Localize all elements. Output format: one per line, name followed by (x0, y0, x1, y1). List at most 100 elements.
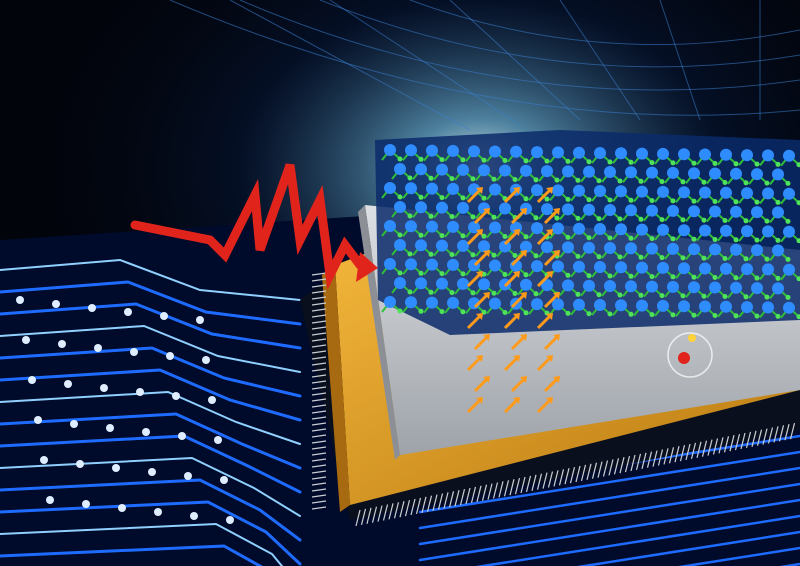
atom-icon (775, 275, 781, 281)
atom-icon (720, 224, 732, 237)
spin-arrow-icon (553, 376, 560, 383)
atom-icon (520, 240, 532, 253)
atom-icon (772, 168, 784, 181)
atom-icon (449, 252, 455, 258)
atom-icon (457, 239, 469, 252)
atom-icon (415, 201, 427, 214)
atom-icon (680, 293, 686, 299)
atom-icon (628, 235, 634, 241)
chip-pin (311, 278, 327, 282)
atom-icon (785, 180, 791, 186)
chip-pin (520, 476, 526, 494)
chip-pin (476, 485, 482, 502)
atom-icon (460, 309, 466, 315)
atom-icon (428, 175, 434, 181)
atom-icon (604, 204, 616, 216)
atom-icon (544, 158, 550, 164)
atom-icon (722, 218, 728, 223)
chip-pin (311, 350, 327, 354)
atom-icon (709, 167, 721, 180)
chip-pin (613, 458, 620, 475)
atom-icon (405, 182, 417, 195)
chip-pin (586, 463, 592, 480)
atom-icon (722, 180, 728, 185)
atom-icon (439, 157, 445, 163)
atom-icon (638, 178, 644, 184)
chip-pin (492, 482, 499, 499)
atom-icon (447, 220, 459, 233)
atom-icon (628, 273, 634, 279)
spin-arrow-icon (483, 250, 490, 257)
via (148, 468, 156, 476)
chip-pin (311, 452, 327, 456)
atom-icon (489, 297, 501, 310)
atom-icon (754, 313, 760, 319)
chip-pin (311, 416, 327, 420)
atom-icon (730, 243, 742, 256)
atom-icon (625, 280, 637, 293)
via (76, 460, 84, 468)
chip-pin (311, 308, 327, 312)
atom-icon (670, 312, 676, 318)
spin-arrow-icon (543, 293, 559, 309)
atom-icon (583, 165, 595, 178)
atom-icon (646, 204, 658, 217)
atom-icon (733, 199, 739, 205)
atom-icon (397, 232, 403, 238)
spin-arrow-icon (520, 334, 527, 341)
atom-icon (615, 147, 627, 160)
circuit-trace (0, 456, 301, 517)
via (88, 304, 96, 312)
via (220, 476, 228, 484)
atom-icon (678, 148, 690, 161)
atom-icon (447, 296, 459, 309)
atom-icon (552, 146, 564, 159)
chip-pin (536, 473, 543, 490)
atom-icon (691, 198, 697, 204)
atom-icon (667, 242, 679, 255)
spin-arrow-icon (483, 376, 490, 383)
spin-arrow-icon (513, 187, 520, 194)
atom-icon (712, 313, 718, 318)
atom-icon (531, 184, 543, 197)
atom-icon (646, 242, 658, 255)
atom-icon (533, 215, 539, 221)
atom-icon (625, 204, 637, 217)
atom-icon (688, 167, 700, 180)
chip-pin (437, 493, 444, 510)
atom-icon (701, 217, 707, 223)
atom-icon (783, 225, 795, 238)
chip-pin (382, 504, 389, 521)
atom-icon (491, 252, 497, 258)
atom-icon (754, 237, 760, 243)
atom-icon (764, 180, 770, 186)
atom-icon (712, 275, 718, 280)
via (64, 380, 72, 388)
atom-icon (447, 182, 459, 195)
chip-pin (388, 503, 394, 520)
atom-icon (607, 235, 613, 241)
via (172, 392, 180, 400)
spin-arrow-icon (510, 335, 526, 351)
atom-icon (394, 277, 406, 289)
chip-pin (311, 374, 327, 378)
spin-arrow-icon (553, 292, 560, 299)
atom-icon (678, 186, 690, 199)
atom-icon (562, 279, 574, 292)
atom-icon (646, 280, 658, 293)
atom-icon (449, 214, 455, 220)
atom-icon (562, 203, 574, 216)
atom-icon (489, 183, 501, 196)
chip-pin (448, 491, 455, 508)
atom-icon (575, 253, 581, 259)
spin-arrow-icon (483, 334, 490, 341)
chip-pin (597, 461, 603, 478)
atom-icon (638, 216, 644, 222)
atom-icon (691, 160, 697, 166)
atom-icon (615, 185, 627, 198)
via (208, 396, 216, 404)
atom-icon (478, 278, 490, 291)
chip-pin (404, 499, 411, 517)
atom-icon (743, 256, 749, 262)
atom-icon (407, 289, 413, 295)
